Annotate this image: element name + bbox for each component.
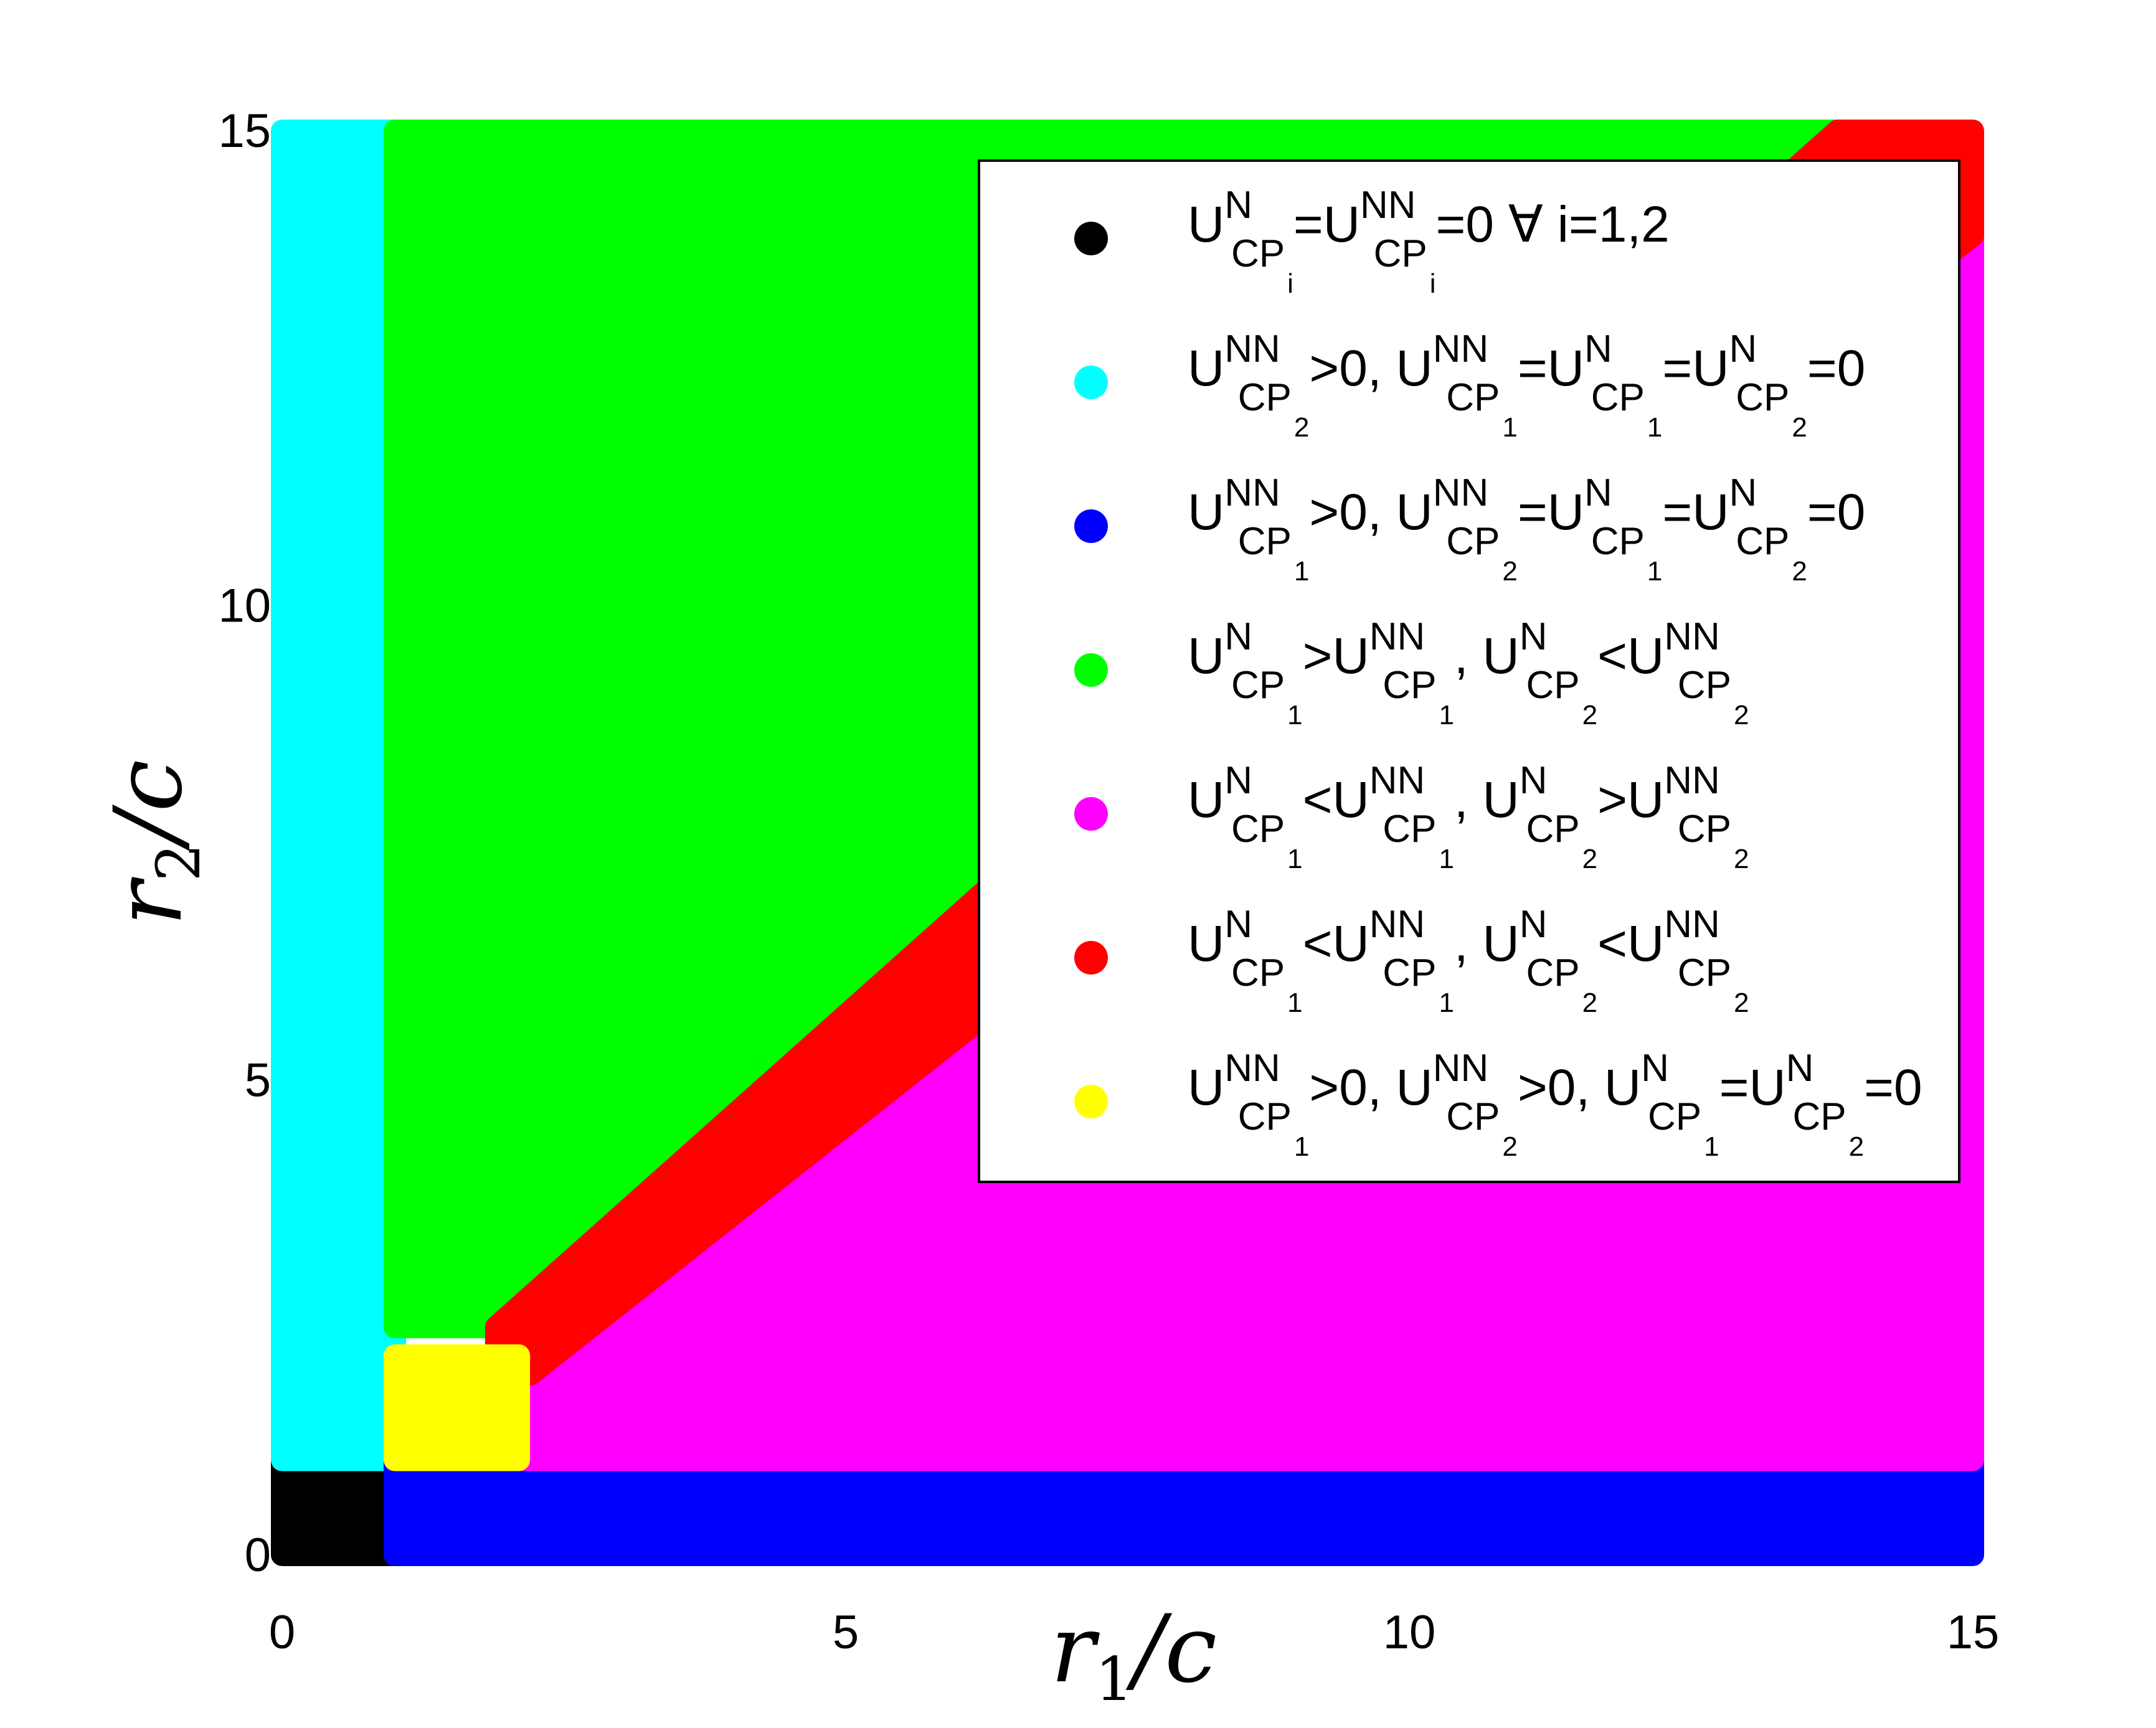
x-axis-label: r1/c [1051,1595,1217,1714]
legend-marker [1074,1085,1108,1118]
legend-marker [1074,509,1108,543]
y-tick-label: 0 [245,1529,271,1582]
legend-label: UN CP1<UNN CP1, UN CP2>UNN CP2 [1188,759,1749,874]
legend: UN CPi=UNN CPi=0 ∀ i=1,2 UNN CP2>0, UNN CP1=U… [978,159,1960,1183]
y-tick-label: 5 [245,1054,271,1107]
legend-marker [1074,653,1108,687]
region-cyan [271,120,406,1471]
legend-marker [1074,222,1108,255]
legend-entry: UNN CP1>0, UNN CP2>0, UN CP1=UN CP2=0 [1074,1047,1922,1162]
x-tick-label: 0 [269,1606,295,1659]
x-tick-label: 15 [1947,1606,2000,1659]
legend-label: UNN CP2>0, UNN CP1=UN CP1=UN CP2=0 [1188,328,1865,443]
region-black [271,1448,406,1566]
y-tick-label: 15 [218,105,271,158]
region-blue [384,1448,1984,1566]
legend-label: UN CP1>UNN CP1, UN CP2<UNN CP2 [1188,615,1749,730]
x-tick-label: 10 [1383,1606,1436,1659]
legend-entry: UNN CP1>0, UNN CP2=UN CP1=UN CP2=0 [1074,471,1865,587]
region-yellow [384,1344,531,1471]
legend-entry: UN CP1<UNN CP1, UN CP2<UNN CP2 [1074,903,1749,1018]
legend-entry: UN CPi=UNN CPi=0 ∀ i=1,2 [1074,184,1670,299]
y-axis-label: r2/c [95,760,214,926]
legend-entry: UN CP1<UNN CP1, UN CP2>UNN CP2 [1074,759,1749,874]
legend-entry: UNN CP2>0, UNN CP1=UN CP1=UN CP2=0 [1074,328,1865,443]
y-tick-labels: 0 5 10 15 [218,105,271,1582]
legend-label: UN CP1<UNN CP1, UN CP2<UNN CP2 [1188,903,1749,1018]
y-tick-label: 10 [218,579,271,632]
legend-marker [1074,797,1108,831]
legend-entry: UN CP1>UNN CP1, UN CP2<UNN CP2 [1074,615,1749,730]
x-tick-labels: 0 5 10 15 [269,1606,1999,1659]
legend-label: UNN CP1>0, UNN CP2=UN CP1=UN CP2=0 [1188,471,1865,587]
legend-marker [1074,941,1108,975]
legend-label: UNN CP1>0, UNN CP2>0, UN CP1=UN CP2=0 [1188,1047,1922,1162]
legend-marker [1074,366,1108,399]
x-tick-label: 5 [833,1606,859,1659]
legend-label: UN CPi=UNN CPi=0 ∀ i=1,2 [1188,184,1670,299]
legend-box [978,159,1960,1183]
